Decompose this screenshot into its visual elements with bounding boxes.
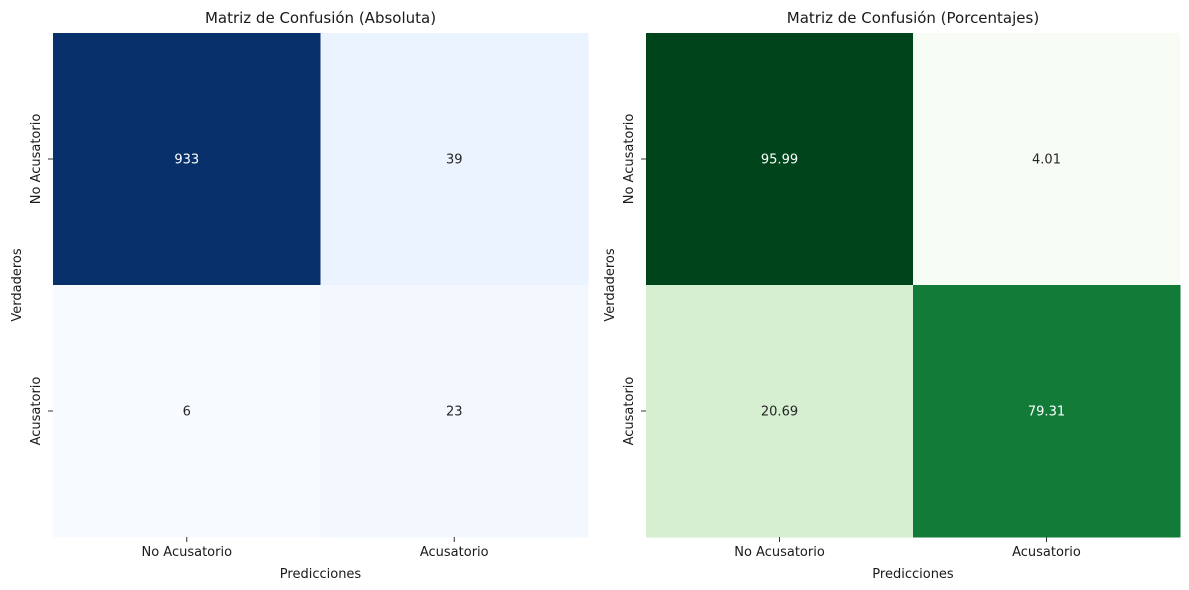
cell-value-label: 79.31	[1028, 405, 1065, 420]
chart-title: Matriz de Confusión (Absoluta)	[205, 9, 436, 27]
heatmap-panel-1: Matriz de Confusión (Absoluta) 933 39 6 23 No…	[10, 9, 589, 582]
x-tick-label: No Acusatorio	[734, 545, 825, 560]
cell-value-label: 39	[446, 153, 463, 168]
heatmap-cell-r0-c1	[320, 33, 589, 286]
heatmap-cell-r1-c0	[646, 285, 914, 538]
cell-value-label: 23	[446, 405, 463, 420]
cell-value-label: 20.69	[761, 405, 798, 420]
x-tick-label: No Acusatorio	[141, 545, 232, 560]
heatmap-cell-r0-c1	[913, 33, 1181, 286]
x-tick-label: Acusatorio	[420, 545, 489, 560]
heatmap-cell-r0-c0	[53, 33, 321, 286]
heatmap-panel-2: Matriz de Confusión (Porcentajes) 95.99 4.…	[603, 9, 1181, 582]
y-tick-label: No Acusatorio	[29, 114, 44, 205]
heatmap-cell-r1-c0	[53, 285, 321, 538]
cell-value-label: 933	[174, 153, 199, 168]
y-tick-label: No Acusatorio	[622, 114, 637, 205]
heatmap-cell-r0-c0	[646, 33, 914, 286]
y-axis-label: Verdaderos	[603, 248, 618, 321]
chart-title: Matriz de Confusión (Porcentajes)	[787, 9, 1039, 27]
heatmap-cell-r1-c1	[913, 285, 1181, 538]
cell-value-label: 6	[183, 405, 191, 420]
x-axis-label: Predicciones	[280, 567, 362, 582]
y-tick-label: Acusatorio	[622, 377, 637, 446]
x-axis-label: Predicciones	[872, 567, 954, 582]
cell-value-label: 95.99	[761, 153, 798, 168]
y-tick-label: Acusatorio	[29, 377, 44, 446]
x-tick-label: Acusatorio	[1012, 545, 1081, 560]
heatmap-cell-r1-c1	[320, 285, 589, 538]
cell-value-label: 4.01	[1032, 153, 1061, 168]
y-axis-label: Verdaderos	[10, 248, 25, 321]
